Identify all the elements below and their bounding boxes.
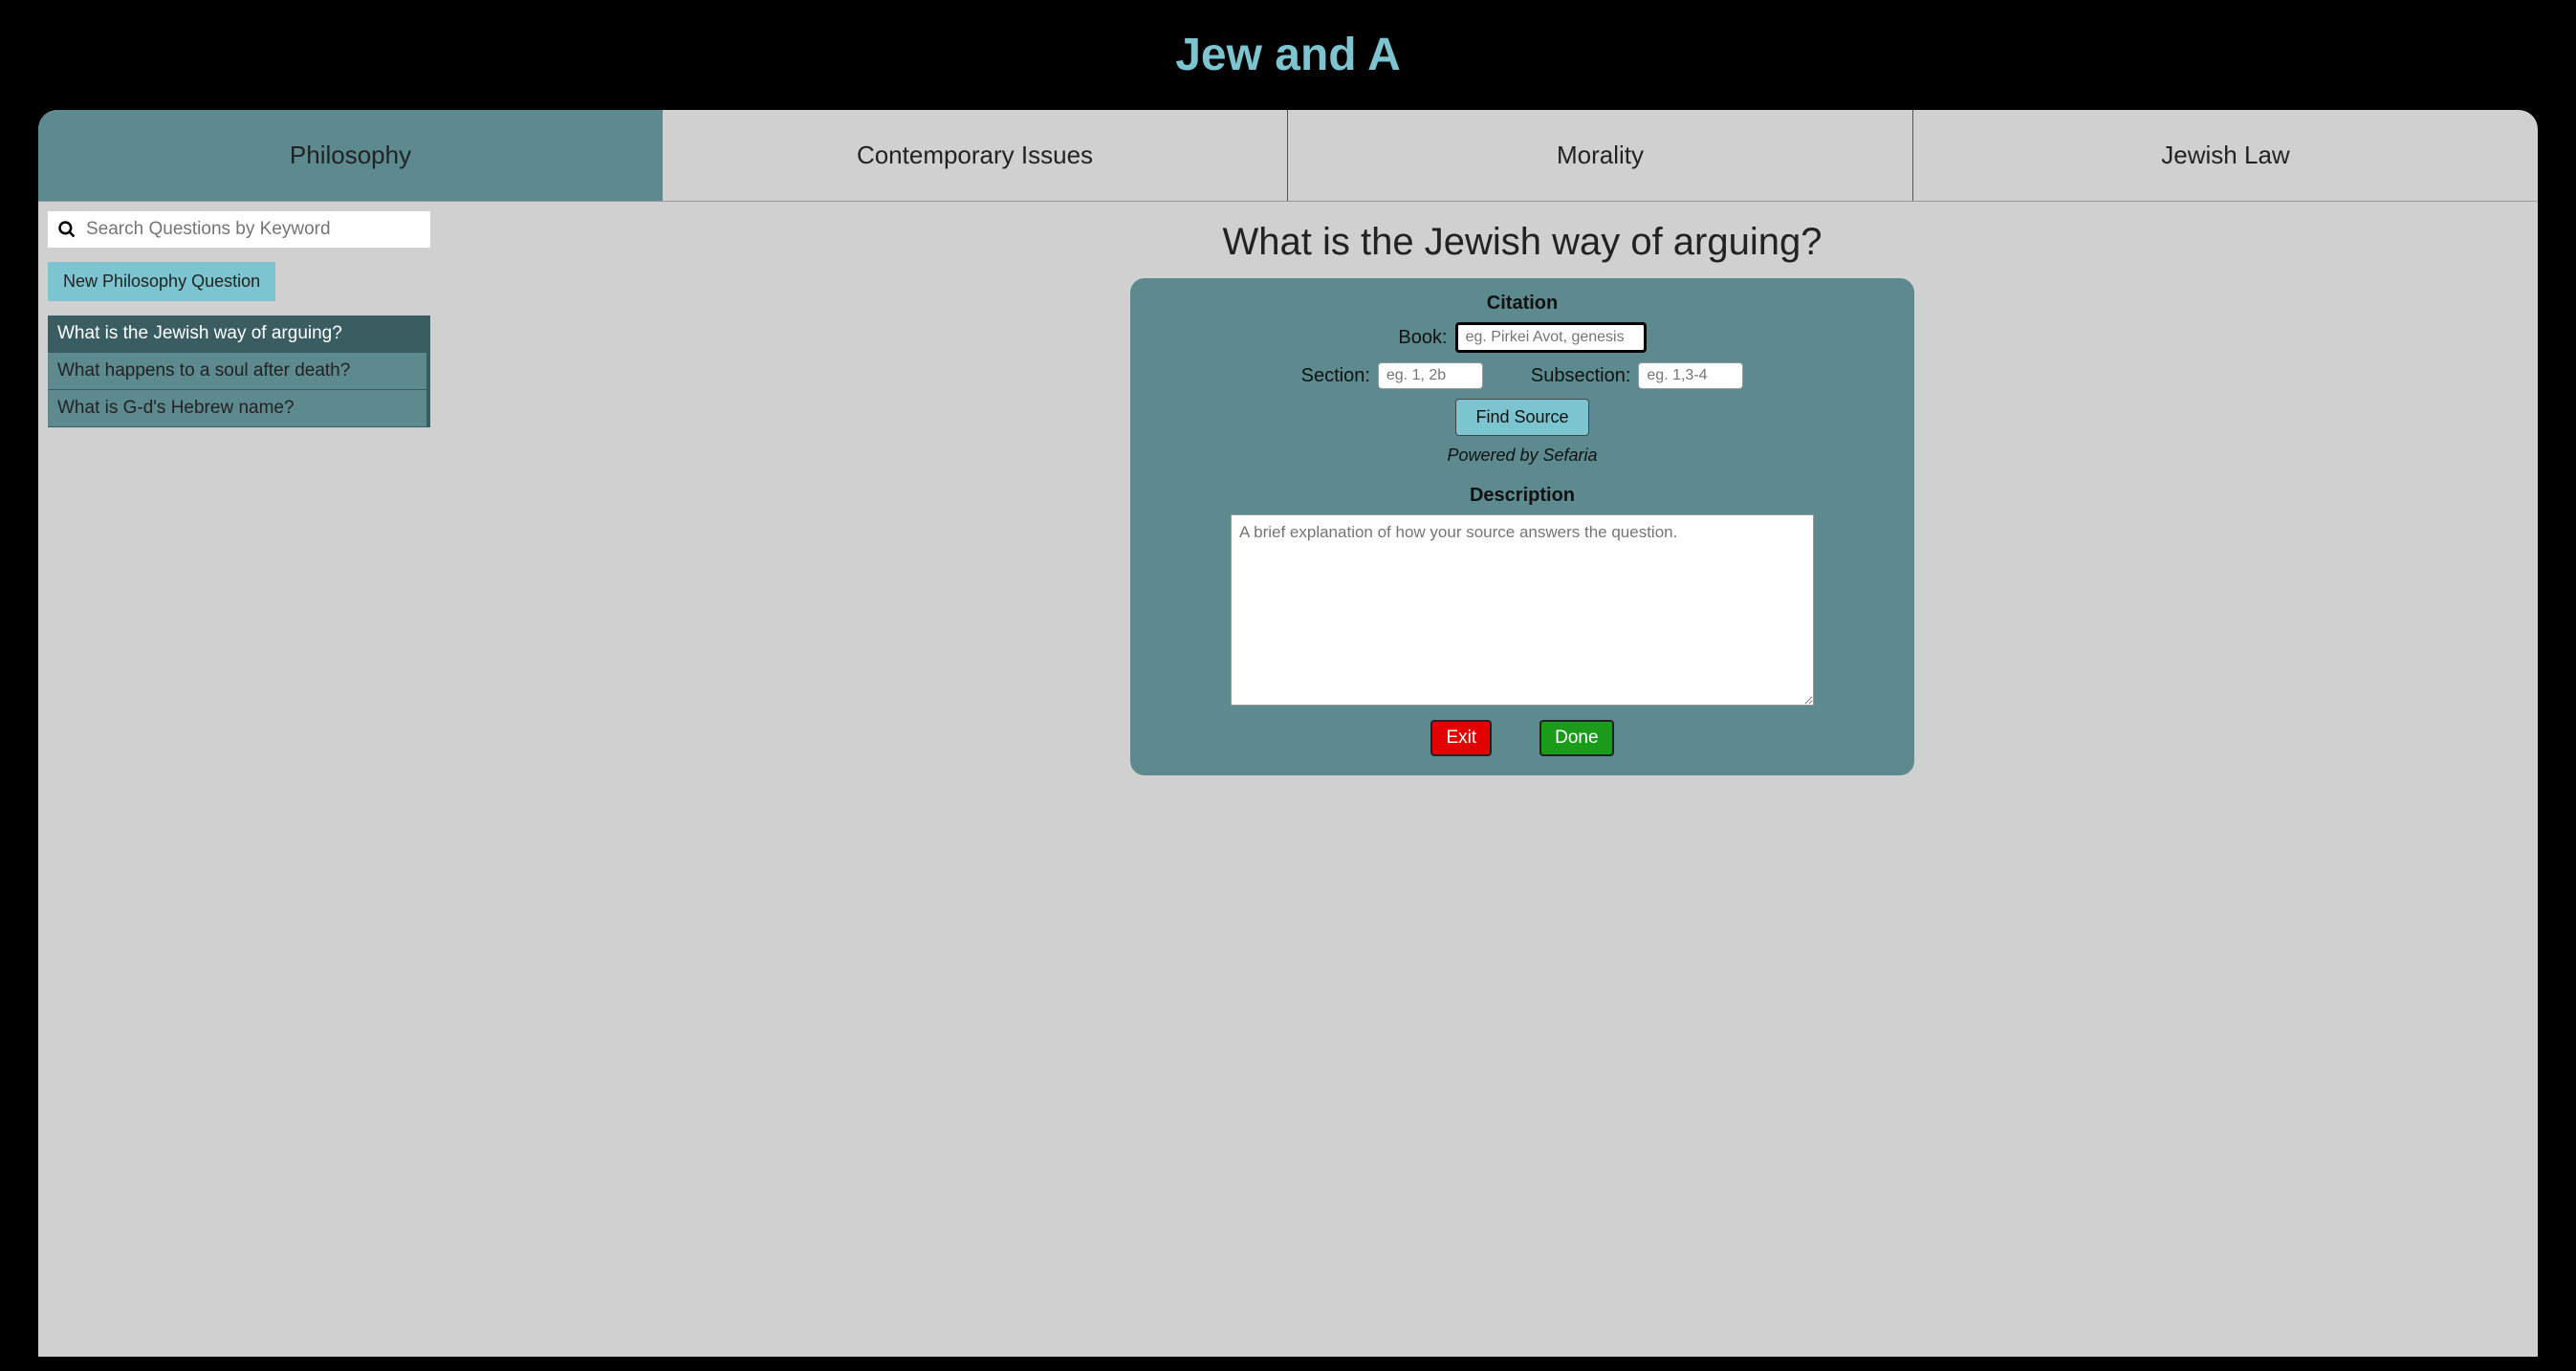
question-item[interactable]: What is the Jewish way of arguing? <box>48 316 430 353</box>
tab-label: Philosophy <box>290 141 411 170</box>
description-heading: Description <box>1159 485 1886 507</box>
question-item[interactable]: What is G-d's Hebrew name? <box>48 390 430 427</box>
tab-contemporary-issues[interactable]: Contemporary Issues <box>663 110 1288 201</box>
tab-label: Contemporary Issues <box>857 141 1093 170</box>
main-content: What is the Jewish way of arguing? Citat… <box>440 211 2538 804</box>
page-title: Jew and A <box>0 29 2576 81</box>
done-button[interactable]: Done <box>1539 720 1613 756</box>
content-area: New Philosophy Question What is the Jewi… <box>38 202 2538 804</box>
subsection-label: Subsection: <box>1531 365 1631 387</box>
find-source-button[interactable]: Find Source <box>1455 399 1588 436</box>
question-list: What is the Jewish way of arguing? What … <box>48 316 430 427</box>
powered-by-text: Powered by Sefaria <box>1159 446 1886 466</box>
tab-philosophy[interactable]: Philosophy <box>38 110 663 201</box>
section-input[interactable] <box>1378 362 1483 389</box>
subsection-group: Subsection: <box>1531 362 1744 389</box>
new-question-button[interactable]: New Philosophy Question <box>48 262 275 301</box>
find-source-row: Find Source <box>1159 399 1886 436</box>
book-row: Book: <box>1159 322 1886 353</box>
search-icon <box>57 220 76 239</box>
description-textarea[interactable] <box>1231 514 1814 706</box>
button-row: Exit Done <box>1159 720 1886 756</box>
sidebar: New Philosophy Question What is the Jewi… <box>38 211 440 804</box>
exit-button[interactable]: Exit <box>1430 720 1492 756</box>
book-label: Book: <box>1398 327 1447 349</box>
section-group: Section: <box>1301 362 1483 389</box>
subsection-input[interactable] <box>1638 362 1743 389</box>
section-label: Section: <box>1301 365 1370 387</box>
search-box <box>48 211 430 248</box>
form-panel: Citation Book: Section: Subsection: <box>1130 278 1914 775</box>
book-input[interactable] <box>1455 322 1647 353</box>
tab-jewish-law[interactable]: Jewish Law <box>1913 110 2538 201</box>
header: Jew and A <box>0 0 2576 110</box>
tab-label: Jewish Law <box>2161 141 2289 170</box>
main-container: Philosophy Contemporary Issues Morality … <box>38 110 2538 1357</box>
search-input[interactable] <box>86 219 421 240</box>
question-item[interactable]: What happens to a soul after death? <box>48 353 430 390</box>
tab-label: Morality <box>1557 141 1644 170</box>
citation-heading: Citation <box>1159 293 1886 315</box>
tabs: Philosophy Contemporary Issues Morality … <box>38 110 2538 202</box>
question-title: What is the Jewish way of arguing? <box>535 221 2509 264</box>
section-subsection-row: Section: Subsection: <box>1159 362 1886 389</box>
tab-morality[interactable]: Morality <box>1288 110 1913 201</box>
